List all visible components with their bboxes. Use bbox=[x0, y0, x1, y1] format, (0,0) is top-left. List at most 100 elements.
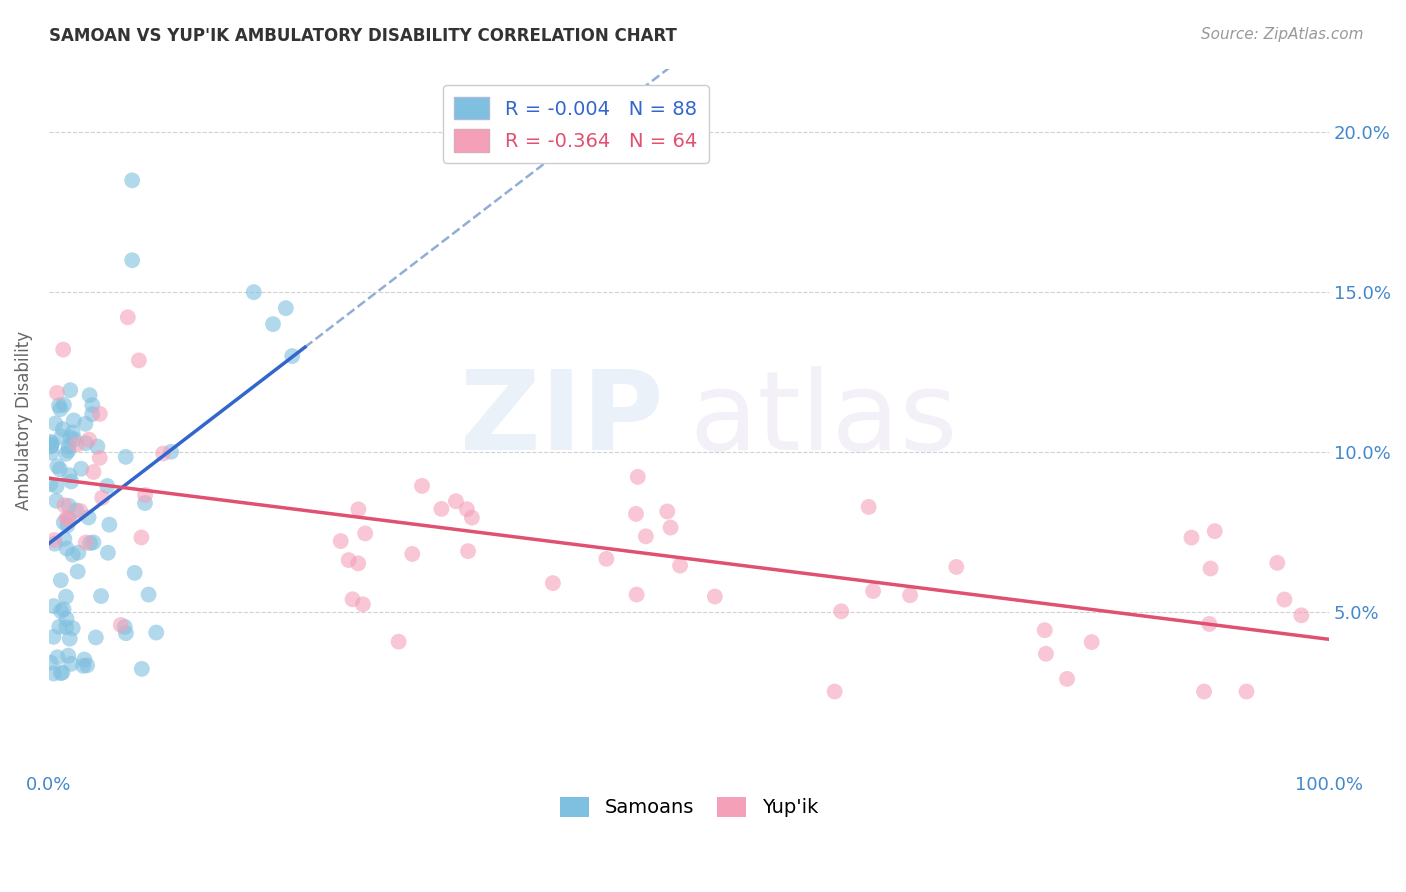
Point bbox=[97, 546, 120, 560]
Point bbox=[67, 545, 90, 559]
Point bbox=[121, 253, 143, 268]
Point bbox=[1080, 635, 1102, 649]
Text: ZIP: ZIP bbox=[460, 367, 664, 474]
Point bbox=[48, 620, 70, 634]
Point bbox=[59, 430, 82, 444]
Point bbox=[55, 447, 77, 461]
Point bbox=[72, 658, 94, 673]
Point bbox=[131, 531, 153, 545]
Text: Source: ZipAtlas.com: Source: ZipAtlas.com bbox=[1201, 27, 1364, 42]
Point bbox=[51, 430, 73, 444]
Point bbox=[42, 666, 65, 681]
Point bbox=[58, 439, 80, 453]
Point bbox=[77, 433, 100, 447]
Point bbox=[58, 648, 80, 663]
Point bbox=[56, 512, 79, 526]
Point bbox=[59, 383, 82, 397]
Point bbox=[44, 417, 66, 431]
Point bbox=[46, 650, 69, 665]
Point bbox=[52, 602, 75, 616]
Point bbox=[626, 588, 648, 602]
Point bbox=[1056, 672, 1078, 686]
Point bbox=[114, 450, 136, 464]
Point bbox=[89, 407, 111, 421]
Point bbox=[79, 388, 101, 402]
Point bbox=[62, 621, 84, 635]
Point bbox=[354, 526, 377, 541]
Point bbox=[49, 462, 72, 476]
Point bbox=[62, 548, 84, 562]
Text: atlas: atlas bbox=[689, 367, 957, 474]
Point bbox=[110, 618, 132, 632]
Text: SAMOAN VS YUP'IK AMBULATORY DISABILITY CORRELATION CHART: SAMOAN VS YUP'IK AMBULATORY DISABILITY C… bbox=[49, 27, 678, 45]
Point bbox=[86, 440, 108, 454]
Point bbox=[55, 590, 77, 604]
Point bbox=[39, 656, 62, 670]
Point bbox=[114, 620, 136, 634]
Point bbox=[461, 510, 484, 524]
Point bbox=[39, 439, 62, 453]
Point bbox=[49, 574, 72, 588]
Point bbox=[59, 632, 82, 646]
Point bbox=[347, 557, 370, 571]
Point bbox=[55, 612, 77, 626]
Point bbox=[659, 520, 682, 534]
Point bbox=[347, 502, 370, 516]
Point bbox=[824, 684, 846, 698]
Point bbox=[62, 425, 84, 440]
Point bbox=[945, 560, 967, 574]
Point bbox=[49, 402, 72, 417]
Point bbox=[45, 493, 67, 508]
Point bbox=[352, 597, 374, 611]
Point bbox=[58, 499, 80, 513]
Point bbox=[274, 301, 297, 315]
Point bbox=[62, 413, 84, 427]
Point bbox=[58, 468, 80, 483]
Point bbox=[66, 565, 89, 579]
Point bbox=[858, 500, 880, 514]
Point bbox=[160, 444, 183, 458]
Point bbox=[65, 503, 87, 517]
Point bbox=[58, 443, 80, 458]
Point bbox=[456, 502, 478, 516]
Point bbox=[1035, 647, 1057, 661]
Point bbox=[388, 634, 411, 648]
Point bbox=[91, 491, 114, 505]
Point bbox=[60, 475, 83, 489]
Point bbox=[55, 620, 77, 634]
Point bbox=[52, 343, 75, 357]
Point bbox=[262, 317, 284, 331]
Point bbox=[124, 566, 146, 580]
Point bbox=[1291, 608, 1313, 623]
Point bbox=[84, 631, 107, 645]
Point bbox=[1192, 684, 1215, 698]
Point bbox=[329, 534, 352, 549]
Point bbox=[49, 604, 72, 618]
Point bbox=[51, 665, 73, 680]
Point bbox=[52, 422, 75, 436]
Point bbox=[121, 173, 143, 187]
Point bbox=[1274, 592, 1296, 607]
Point bbox=[48, 399, 70, 413]
Point bbox=[82, 407, 104, 421]
Point bbox=[444, 494, 467, 508]
Point bbox=[53, 532, 76, 546]
Point bbox=[45, 479, 67, 493]
Point bbox=[69, 504, 91, 518]
Point bbox=[56, 518, 79, 533]
Point bbox=[44, 537, 66, 551]
Point bbox=[75, 535, 97, 549]
Point bbox=[73, 652, 96, 666]
Point bbox=[53, 498, 76, 512]
Point bbox=[58, 513, 80, 527]
Point bbox=[145, 625, 167, 640]
Point bbox=[44, 533, 66, 547]
Point bbox=[1033, 623, 1056, 637]
Point bbox=[52, 516, 75, 530]
Point bbox=[541, 576, 564, 591]
Point bbox=[49, 666, 72, 681]
Point bbox=[657, 504, 679, 518]
Point bbox=[115, 626, 138, 640]
Point bbox=[42, 630, 65, 644]
Legend: Samoans, Yup'ik: Samoans, Yup'ik bbox=[553, 789, 827, 825]
